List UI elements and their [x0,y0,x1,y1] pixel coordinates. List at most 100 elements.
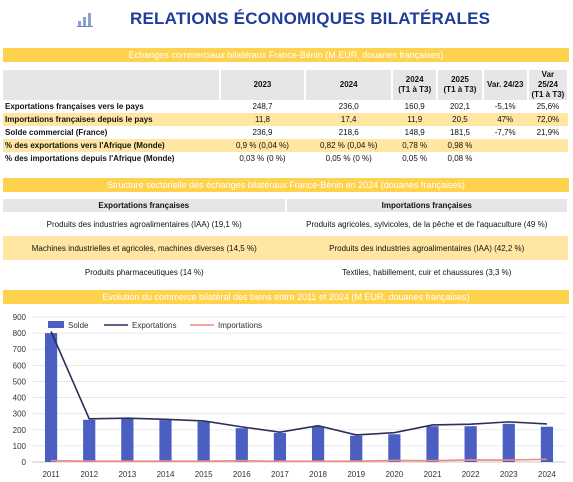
section-title-trade: Echanges commerciaux bilatéraux France-B… [3,48,569,62]
legend-label: Solde [68,321,89,330]
x-tick-label: 2019 [347,470,365,479]
table-cell: 181,5 [449,128,470,137]
header-cell: Exportations françaises [3,199,287,212]
table-cell: 0,08 % [447,154,473,163]
table-cell [527,139,568,152]
bar [426,426,439,462]
table-row: Solde commercial (France) 236,9 218,6 14… [3,126,568,139]
series-line [51,458,547,462]
table-cell: Produits agricoles, sylvicoles, de la pê… [306,219,548,229]
x-tick-label: 2012 [80,470,98,479]
y-tick-label: 500 [13,377,27,386]
table-cell [482,139,528,152]
bar [159,420,172,462]
header-cell: Importations françaises [285,199,569,212]
x-tick-label: 2016 [233,470,251,479]
section-title-structure: Structure sectorielle des échanges bilat… [3,178,569,192]
header-cell: 2025 (T1 à T3) [437,70,484,100]
table-cell: 160,9 [404,102,425,111]
x-tick-label: 2015 [195,470,213,479]
header-cell: Var 25/24 (T1 à T3) [527,70,570,100]
table-header-row: Exportations françaises Importations fra… [3,199,569,212]
row-label: % des importations depuis l'Afrique (Mon… [5,154,175,163]
y-tick-label: 200 [13,426,27,435]
table-cell: 21,9% [536,128,560,137]
y-tick-label: 300 [13,410,27,419]
table-row: Importations françaises depuis le pays 1… [3,113,568,126]
table-cell: 11,9 [392,113,438,126]
table-row: Produits pharmaceutiques (14 %) Textiles… [3,260,568,284]
section-title-evolution: Evolution du commerce bilatéral des bien… [3,290,569,304]
table-cell: 0,9 % (0,04 %) [219,139,306,152]
table-cell: 20,5 [437,113,483,126]
table-cell: 25,6% [536,102,560,111]
table-cell: 0,05 % (0 %) [325,154,372,163]
structure-table: Exportations françaises Importations fra… [3,199,569,284]
header-cell: 2023 [219,70,307,100]
table-cell: 148,9 [404,128,425,137]
table-cell: 11,8 [219,113,306,126]
x-tick-label: 2013 [118,470,136,479]
y-tick-label: 700 [13,345,27,354]
table-row: Exportations françaises vers le pays 248… [3,100,568,113]
legend-label: Importations [218,321,262,330]
row-label: Exportations françaises vers le pays [5,102,144,111]
table-cell: 47% [482,113,528,126]
table-cell: 17,4 [305,113,393,126]
x-tick-label: 2022 [462,470,480,479]
x-tick-label: 2021 [424,470,442,479]
table-cell: Produits des industries agroalimentaires… [46,219,242,229]
legend-label: Exportations [132,321,176,330]
row-label: % des exportations vers l'Afrique (Monde… [3,139,220,152]
bar [350,435,363,462]
x-tick-label: 2023 [500,470,518,479]
table-cell: Machines industrielles et agricoles, mac… [3,236,286,260]
table-cell: -7,7% [494,128,516,137]
bar [502,423,515,462]
trade-table: 2023 2024 2024 (T1 à T3) 2025 (T1 à T3) … [3,70,570,165]
bar [464,426,477,462]
table-row: % des exportations vers l'Afrique (Monde… [3,139,568,152]
table-cell: 0,78 % [392,139,438,152]
bar [388,434,401,462]
y-tick-label: 600 [13,361,27,370]
header-cell: 2024 (T1 à T3) [392,70,439,100]
header: RELATIONS ÉCONOMIQUES BILATÉRALES [0,0,573,42]
table-cell: 248,7 [252,102,273,111]
legend-swatch [48,321,64,328]
bar [235,428,248,462]
trade-evolution-chart: 0 100 200 300 400 500 600 700 800 900 2011 2012 2013… [13,313,566,479]
table-cell: 0,03 % (0 %) [239,154,286,163]
y-tick-label: 400 [13,394,27,403]
y-tick-label: 0 [22,458,27,467]
row-label: Importations françaises depuis le pays [3,113,220,126]
table-cell: 72,0% [527,113,568,126]
x-tick-label: 2011 [42,470,60,479]
bar [311,426,325,462]
table-row: % des importations depuis l'Afrique (Mon… [3,152,568,165]
series-line [50,331,547,436]
x-tick-label: 2024 [538,470,556,479]
x-tick-label: 2018 [309,470,327,479]
bar [540,426,554,462]
table-cell [483,152,528,165]
table-cell: 0,82 % (0,04 %) [305,139,393,152]
chart-logo-icon [77,13,93,27]
table-cell: -5,1% [494,102,516,111]
bar [197,421,210,462]
bar [83,419,96,462]
header-cell [3,70,221,100]
header-cell: Var. 24/23 [482,70,529,100]
bar [44,333,58,462]
table-cell: 218,6 [338,128,359,137]
table-row: Produits des industries agroalimentaires… [3,212,568,236]
page-title: RELATIONS ÉCONOMIQUES BILATÉRALES [130,9,491,28]
x-tick-label: 2017 [271,470,289,479]
row-label: Solde commercial (France) [5,128,108,137]
table-cell [528,152,568,165]
table-cell: 0,05 % [402,154,428,163]
table-cell: Produits des industries agroalimentaires… [285,236,568,260]
table-cell: 0,98 % [437,139,483,152]
table-header-row: 2023 2024 2024 (T1 à T3) 2025 (T1 à T3) … [3,70,570,100]
table-cell: 236,9 [252,128,273,137]
